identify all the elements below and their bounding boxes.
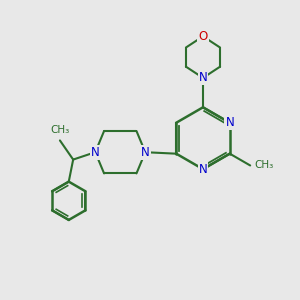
Text: N: N [91,146,100,159]
Text: N: N [141,146,150,159]
Text: CH₃: CH₃ [254,160,273,170]
Text: N: N [199,163,207,176]
Text: O: O [198,30,208,43]
Text: N: N [199,71,207,84]
Text: N: N [225,116,234,129]
Text: CH₃: CH₃ [50,125,70,135]
